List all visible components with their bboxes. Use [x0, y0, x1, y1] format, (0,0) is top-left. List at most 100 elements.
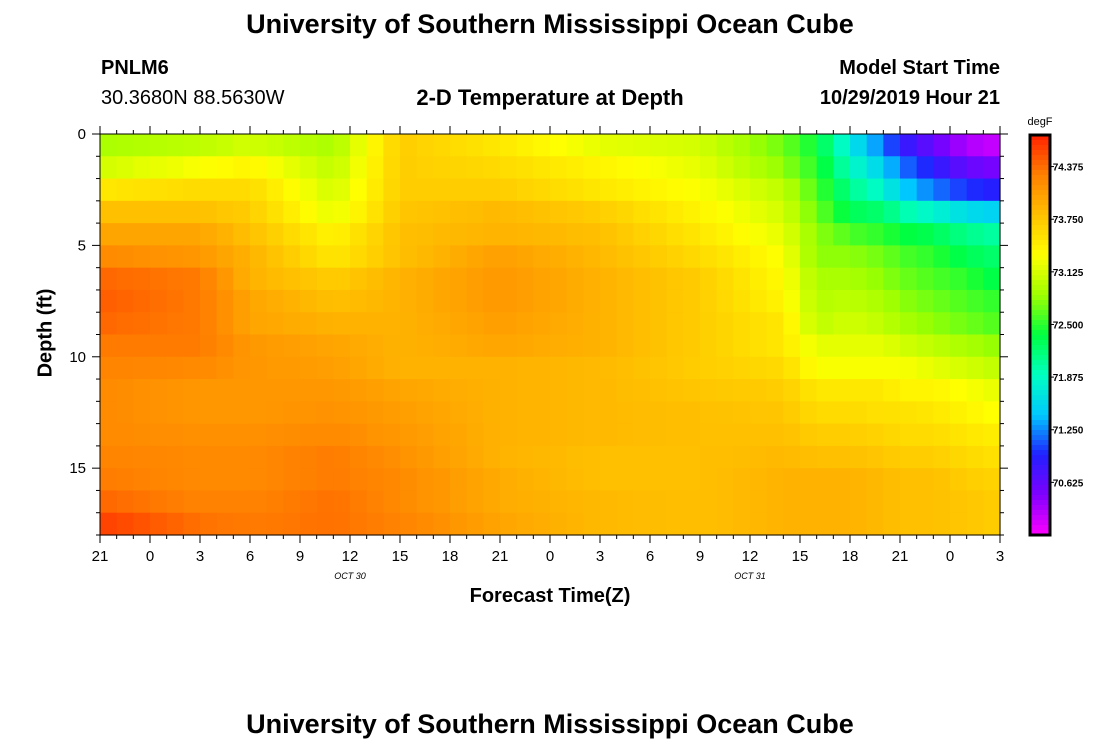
x-tick-label: 15: [392, 548, 409, 565]
heatmap-cell: [616, 379, 634, 402]
heatmap-cell: [750, 512, 768, 536]
heatmap-cell: [300, 423, 318, 447]
heatmap-cell: [800, 178, 818, 202]
heatmap-cell: [483, 379, 501, 402]
heatmap-cell: [750, 312, 768, 336]
x-tick-label: 6: [246, 548, 254, 565]
heatmap-cell: [283, 156, 301, 180]
heatmap-cell: [766, 334, 784, 358]
heatmap-cell: [483, 134, 501, 157]
heatmap-cell: [450, 267, 468, 291]
colorbar-segment: [1030, 135, 1050, 141]
heatmap-cell: [800, 401, 818, 425]
heatmap-cell: [616, 178, 634, 202]
heatmap-cell: [533, 289, 551, 313]
heatmap-cell: [400, 200, 418, 224]
heatmap-cell: [716, 134, 734, 157]
heatmap-cell: [783, 468, 801, 492]
heatmap-cell: [233, 289, 251, 313]
x-tick-label: 12: [742, 548, 759, 565]
heatmap-cell: [400, 223, 418, 246]
heatmap-cell: [683, 223, 701, 246]
heatmap-cell: [533, 245, 551, 269]
heatmap-cell: [333, 468, 351, 492]
heatmap-cell: [850, 134, 868, 157]
heatmap-cell: [933, 445, 951, 469]
heatmap-cell: [633, 156, 651, 180]
heatmap-cell: [400, 134, 418, 157]
heatmap-cell: [800, 512, 818, 536]
heatmap-cell: [466, 200, 484, 224]
heatmap-cell: [350, 445, 368, 469]
heatmap-cell: [450, 200, 468, 224]
heatmap-cell: [700, 468, 718, 492]
heatmap-cell: [833, 200, 851, 224]
heatmap-cell: [566, 423, 584, 447]
heatmap-cell: [733, 490, 751, 514]
heatmap-cell: [366, 289, 384, 313]
heatmap-cell: [883, 379, 901, 402]
heatmap-cell: [550, 490, 568, 514]
heatmap-cell: [716, 156, 734, 180]
heatmap-cell: [333, 312, 351, 336]
heatmap-cell: [283, 356, 301, 380]
heatmap-cell: [316, 134, 334, 157]
heatmap-cell: [800, 156, 818, 180]
heatmap-cell: [616, 312, 634, 336]
heatmap-cell: [200, 289, 218, 313]
colorbar-segment: [1030, 145, 1050, 151]
y-tick-label: 5: [78, 237, 86, 254]
heatmap-cell: [566, 223, 584, 246]
heatmap-cell: [616, 445, 634, 469]
heatmap-cell: [916, 312, 934, 336]
heatmap-cell: [383, 468, 401, 492]
heatmap-cell: [883, 156, 901, 180]
heatmap-cell: [616, 245, 634, 269]
heatmap-cell: [100, 267, 118, 291]
heatmap-cell: [150, 223, 168, 246]
heatmap-cell: [133, 312, 151, 336]
heatmap-cell: [833, 490, 851, 514]
heatmap-cell: [200, 379, 218, 402]
heatmap-cell: [800, 356, 818, 380]
heatmap-cell: [783, 512, 801, 536]
heatmap-cell: [850, 401, 868, 425]
heatmap-cell: [200, 134, 218, 157]
heatmap-cell: [650, 200, 668, 224]
heatmap-cell: [366, 134, 384, 157]
heatmap-cell: [566, 356, 584, 380]
heatmap-cell: [716, 267, 734, 291]
colorbar-segment: [1030, 405, 1050, 411]
heatmap-cell: [650, 134, 668, 157]
heatmap-cell: [166, 245, 184, 269]
heatmap-cell: [750, 445, 768, 469]
heatmap-cell: [216, 178, 234, 202]
heatmap-cell: [516, 223, 534, 246]
heatmap-cell: [250, 156, 268, 180]
heatmap-cell: [666, 468, 684, 492]
heatmap-cell: [233, 178, 251, 202]
heatmap-cell: [416, 245, 434, 269]
heatmap-cell: [316, 423, 334, 447]
heatmap-cell: [900, 156, 918, 180]
heatmap-cell: [433, 156, 451, 180]
heatmap-cell: [850, 200, 868, 224]
heatmap-cell: [916, 490, 934, 514]
heatmap-cell: [216, 401, 234, 425]
heatmap-cell: [500, 312, 518, 336]
heatmap-cell: [466, 468, 484, 492]
heatmap-cell: [900, 334, 918, 358]
heatmap-cell: [966, 312, 984, 336]
heatmap-cell: [783, 423, 801, 447]
heatmap-cell: [883, 289, 901, 313]
x-tick-label: 0: [546, 548, 554, 565]
heatmap-cell: [700, 512, 718, 536]
heatmap-cell: [400, 334, 418, 358]
heatmap-cell: [500, 334, 518, 358]
heatmap-cell: [700, 200, 718, 224]
heatmap-cell: [983, 401, 1001, 425]
heatmap-cell: [950, 490, 968, 514]
heatmap-cell: [833, 423, 851, 447]
colorbar-segment: [1030, 200, 1050, 206]
heatmap-cell: [750, 356, 768, 380]
